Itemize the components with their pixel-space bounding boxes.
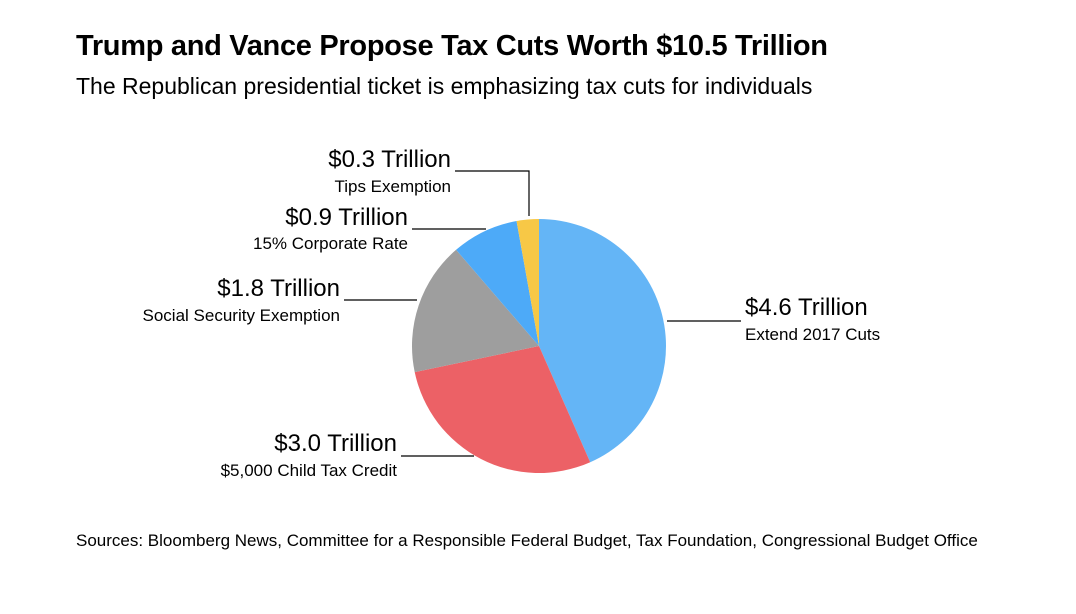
value-label-5-000-child-tax-credit: $3.0 Trillion [274,430,397,457]
value-label-social-security-exemption: $1.8 Trillion [217,275,340,302]
category-label-5-000-child-tax-credit: $5,000 Child Tax Credit [221,461,398,480]
source-note: Sources: Bloomberg News, Committee for a… [76,531,978,550]
category-label-extend-2017-cuts: Extend 2017 Cuts [745,325,880,344]
category-label-social-security-exemption: Social Security Exemption [143,306,340,325]
leader-lines [344,170,741,457]
pie-slice-social-security-exemption [411,249,539,373]
pie-slice-tips-exemption [516,219,539,346]
category-label-15-corporate-rate: 15% Corporate Rate [253,234,408,253]
value-label-tips-exemption: $0.3 Trillion [328,146,451,173]
chart-title: Trump and Vance Propose Tax Cuts Worth $… [76,30,828,62]
leader-line-tips-exemption [455,170,530,216]
pie-slices [411,219,666,473]
slice-labels: $4.6 Trillion Extend 2017 Cuts $3.0 Trilli… [143,146,881,480]
pie-slice-15-corporate-rate [456,221,539,346]
pie-slice-extend-2017-cuts [539,219,666,463]
chart-subtitle: The Republican presidential ticket is em… [76,73,813,99]
category-label-tips-exemption: Tips Exemption [334,177,451,196]
value-label-extend-2017-cuts: $4.6 Trillion [745,294,868,321]
pie-slice-5-000-child-tax-credit [414,346,591,473]
value-label-15-corporate-rate: $0.9 Trillion [285,204,408,231]
